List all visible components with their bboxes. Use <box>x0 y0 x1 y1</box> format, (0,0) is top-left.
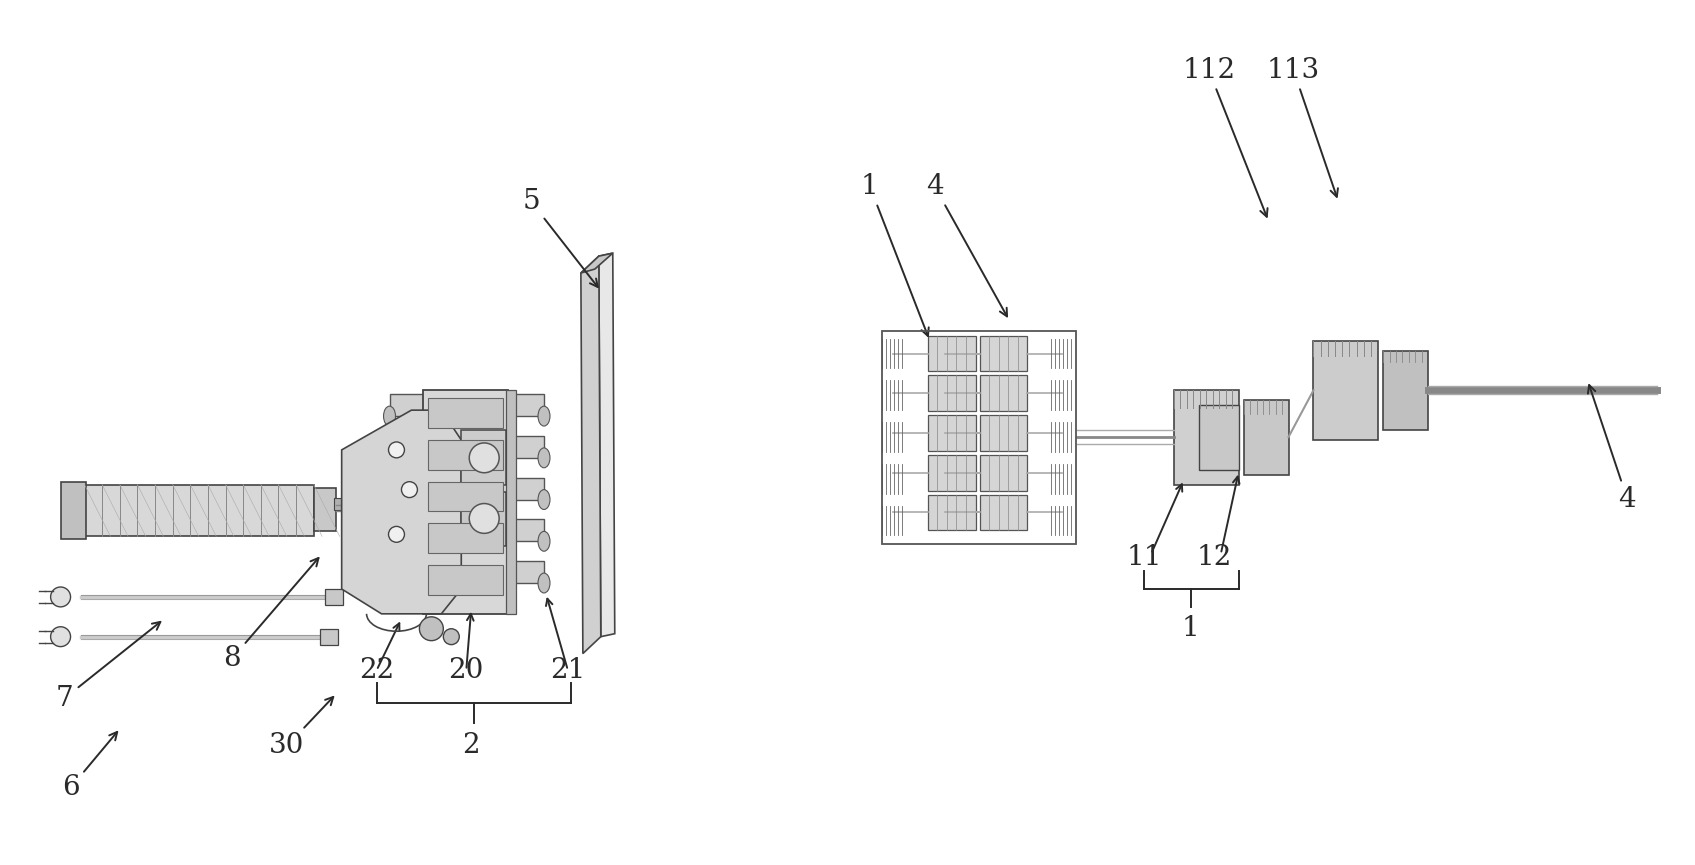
Polygon shape <box>390 436 424 458</box>
Ellipse shape <box>383 531 395 551</box>
Text: 22: 22 <box>359 657 395 684</box>
Circle shape <box>388 527 405 542</box>
Bar <box>1314 341 1378 440</box>
Ellipse shape <box>537 573 549 593</box>
Bar <box>1198 405 1239 470</box>
Polygon shape <box>581 253 614 273</box>
Bar <box>980 336 1027 371</box>
Bar <box>429 523 503 554</box>
Bar <box>980 495 1027 530</box>
Polygon shape <box>508 436 544 458</box>
Polygon shape <box>342 410 461 614</box>
Bar <box>980 375 1027 411</box>
Bar <box>429 565 503 595</box>
Polygon shape <box>508 394 544 416</box>
Polygon shape <box>508 477 544 500</box>
Bar <box>461 430 507 484</box>
Bar <box>927 336 976 371</box>
Polygon shape <box>390 561 424 583</box>
Ellipse shape <box>537 407 549 426</box>
Polygon shape <box>598 253 615 637</box>
Text: 1: 1 <box>1181 615 1200 642</box>
Bar <box>927 415 976 451</box>
Text: 8: 8 <box>224 558 319 672</box>
Bar <box>461 491 507 547</box>
Ellipse shape <box>537 490 549 509</box>
Polygon shape <box>581 256 600 654</box>
Bar <box>1175 390 1239 484</box>
Bar <box>320 629 337 644</box>
Text: 30: 30 <box>270 697 334 759</box>
Bar <box>927 455 976 490</box>
Text: 7: 7 <box>56 622 161 712</box>
Polygon shape <box>390 394 424 416</box>
Polygon shape <box>390 520 424 541</box>
Text: 5: 5 <box>522 188 598 287</box>
Text: 112: 112 <box>1181 57 1268 217</box>
Polygon shape <box>508 561 544 583</box>
Circle shape <box>444 629 459 644</box>
Circle shape <box>402 482 417 497</box>
Polygon shape <box>508 520 544 541</box>
Bar <box>424 390 508 614</box>
Text: 6: 6 <box>61 732 117 801</box>
Circle shape <box>470 443 498 473</box>
Circle shape <box>470 503 498 534</box>
Circle shape <box>51 627 71 647</box>
Bar <box>927 375 976 411</box>
Bar <box>429 482 503 511</box>
Bar <box>314 488 336 531</box>
Text: 113: 113 <box>1266 57 1337 197</box>
Circle shape <box>419 617 444 641</box>
Ellipse shape <box>383 490 395 509</box>
Bar <box>61 482 85 539</box>
Bar <box>1244 400 1288 475</box>
Text: 2: 2 <box>463 733 480 759</box>
Bar <box>429 398 503 428</box>
Ellipse shape <box>383 407 395 426</box>
Ellipse shape <box>537 448 549 468</box>
Bar <box>881 330 1076 544</box>
Text: 11: 11 <box>1125 544 1161 571</box>
Text: 1: 1 <box>861 173 929 336</box>
Bar <box>980 455 1027 490</box>
Bar <box>927 495 976 530</box>
Text: 4: 4 <box>1588 385 1636 513</box>
Text: 4: 4 <box>925 173 1007 317</box>
Bar <box>429 440 503 470</box>
Ellipse shape <box>383 573 395 593</box>
Text: 12: 12 <box>1197 544 1232 571</box>
Text: 21: 21 <box>551 657 585 684</box>
Bar <box>1383 350 1429 430</box>
Bar <box>85 484 314 536</box>
Ellipse shape <box>537 531 549 551</box>
Bar <box>980 415 1027 451</box>
Bar <box>507 390 515 614</box>
Circle shape <box>388 442 405 458</box>
Polygon shape <box>390 477 424 500</box>
Bar <box>325 589 342 605</box>
Circle shape <box>51 587 71 607</box>
Bar <box>334 497 342 509</box>
Ellipse shape <box>383 448 395 468</box>
Text: 20: 20 <box>449 657 485 684</box>
